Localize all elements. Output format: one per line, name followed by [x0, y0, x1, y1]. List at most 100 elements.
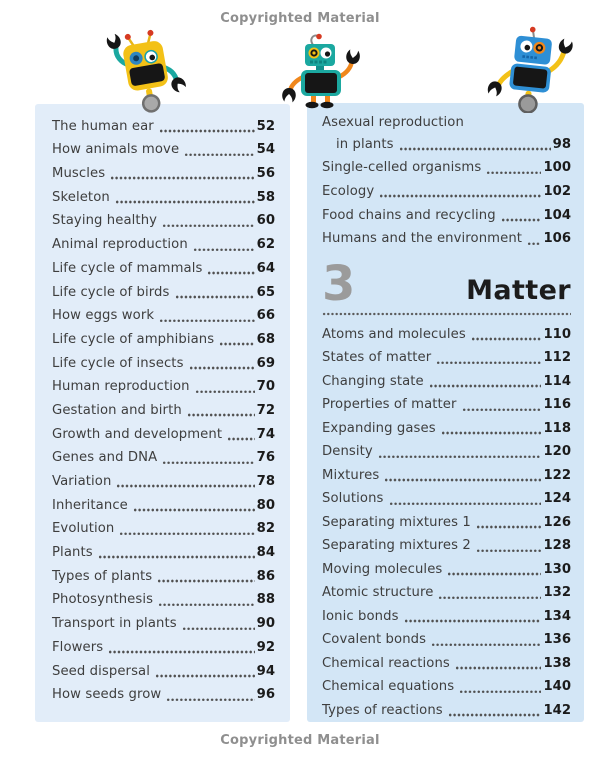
toc-page-number: 120	[543, 444, 571, 460]
dot-leader	[447, 572, 542, 576]
toc-page-number: 69	[256, 355, 275, 371]
toc-entry: Moving molecules 130	[322, 557, 571, 581]
toc-entry: States of matter 112	[322, 346, 571, 370]
toc-page-number: 82	[256, 521, 275, 537]
toc-page-number: 76	[256, 450, 275, 466]
toc-page-number: 124	[543, 491, 571, 507]
toc-entry-label: Genes and DNA	[52, 450, 158, 466]
toc-entry: Life cycle of insects 69	[52, 351, 275, 375]
toc-entry: The human ear 52	[52, 114, 275, 138]
toc-entry: Genes and DNA 76	[52, 446, 275, 470]
toc-page-number: 122	[543, 467, 571, 483]
toc-page-number: 104	[543, 207, 571, 223]
toc-page-number: 132	[543, 585, 571, 601]
dot-leader	[157, 579, 255, 583]
toc-entry-label: Atoms and molecules	[322, 326, 466, 342]
toc-page-number: 66	[256, 308, 275, 324]
toc-entry-label: Types of reactions	[322, 702, 443, 718]
toc-entry-label: How animals move	[52, 142, 180, 158]
toc-entry-label: Single-celled organisms	[322, 160, 482, 176]
dot-leader	[440, 431, 542, 435]
robot-yellow-icon	[106, 29, 186, 113]
toc-entry-label: Growth and development	[52, 426, 223, 442]
toc-entry: Separating mixtures 2 128	[322, 534, 571, 558]
toc-page-number: 126	[543, 514, 571, 530]
chapter-title: Matter	[466, 275, 571, 307]
dot-leader	[219, 342, 255, 346]
toc-page-number: 86	[256, 568, 275, 584]
toc-entry: Atoms and molecules 110	[322, 322, 571, 346]
toc-entry: How animals move 54	[52, 138, 275, 162]
toc-entry-label: Expanding gases	[322, 420, 436, 436]
toc-entry: How eggs work 66	[52, 304, 275, 328]
toc-entry: Food chains and recycling 104	[322, 203, 571, 227]
dot-leader	[379, 194, 542, 199]
toc-entry-label: Humans and the environment	[322, 231, 523, 247]
toc-page-number: 80	[256, 497, 275, 513]
toc-page-number: 110	[543, 326, 571, 342]
dot-leader	[403, 619, 542, 623]
toc-page-number: 54	[256, 142, 275, 158]
toc-entry: Plants 84	[52, 540, 275, 564]
toc-page-number: 142	[543, 702, 571, 718]
dot-leader	[384, 478, 542, 482]
dot-leader	[108, 650, 255, 654]
toc-entry-label: Moving molecules	[322, 561, 443, 577]
toc-entry-label: Separating mixtures 2	[322, 538, 471, 554]
toc-entry: Inheritance 80	[52, 493, 275, 517]
dot-leader	[461, 407, 542, 412]
dot-leader	[110, 176, 255, 181]
toc-page-number: 60	[256, 213, 275, 229]
toc-entry: Life cycle of birds 65	[52, 280, 275, 304]
toc-entry-label: Life cycle of mammals	[52, 260, 203, 276]
toc-entry-label: How seeds grow	[52, 687, 162, 703]
toc-entry: Chemical reactions 138	[322, 651, 571, 675]
toc-entry-label: in plants	[336, 136, 394, 152]
toc-page-number: 136	[543, 632, 571, 648]
toc-entry: Ionic bonds 134	[322, 604, 571, 628]
toc-page-number: 134	[543, 608, 571, 624]
toc-entry-label: Types of plants	[52, 568, 153, 584]
dot-leader	[454, 666, 542, 670]
toc-entry: Expanding gases 118	[322, 416, 571, 440]
toc-entry-label: Plants	[52, 545, 93, 561]
toc-page-number: 98	[552, 136, 571, 152]
toc-entry-label: Inheritance	[52, 497, 128, 513]
toc-entry: Photosynthesis 88	[52, 588, 275, 612]
toc-page-number: 70	[256, 379, 275, 395]
toc-page-number: 84	[256, 545, 275, 561]
toc-entry: Types of reactions 142	[322, 698, 571, 722]
toc-entry-label: States of matter	[322, 350, 432, 366]
toc-entry-label: The human ear	[52, 118, 154, 134]
dot-leader	[119, 531, 255, 536]
dot-leader	[227, 437, 255, 441]
dot-leader	[447, 713, 542, 717]
toc-entry: Life cycle of mammals 64	[52, 256, 275, 280]
toc-entry: Changing state 114	[322, 369, 571, 393]
chapter-number: 3	[322, 256, 356, 313]
toc-entry-label: Food chains and recycling	[322, 207, 496, 223]
toc-page-number: 92	[256, 639, 275, 655]
copyright-notice-top: Copyrighted Material	[220, 11, 380, 26]
dot-leader	[207, 271, 255, 275]
dot-leader	[398, 147, 551, 151]
toc-entry: Density 120	[322, 440, 571, 464]
toc-page-number: 72	[256, 402, 275, 418]
toc-entry: Gestation and birth 72	[52, 398, 275, 422]
toc-entry-label: Muscles	[52, 166, 106, 182]
toc-page-number: 138	[543, 655, 571, 671]
toc-entry-label: Ecology	[322, 184, 375, 200]
toc-page-number: 56	[256, 166, 275, 182]
toc-page-number: 62	[256, 237, 275, 253]
toc-entry-label: Asexual reproduction	[322, 115, 464, 130]
dot-leader	[438, 595, 542, 600]
dot-leader	[431, 642, 542, 647]
toc-entry-label: Separating mixtures 1	[322, 514, 471, 530]
dot-leader	[527, 241, 542, 246]
dot-leader	[158, 129, 255, 133]
dot-leader	[188, 365, 255, 370]
toc-entry-label: Life cycle of insects	[52, 355, 184, 371]
toc-column-left: The human ear 52 How animals move 54 Muscles…	[35, 104, 290, 722]
toc-entry-label: Variation	[52, 474, 112, 489]
toc-entry: Types of plants 86	[52, 564, 275, 588]
